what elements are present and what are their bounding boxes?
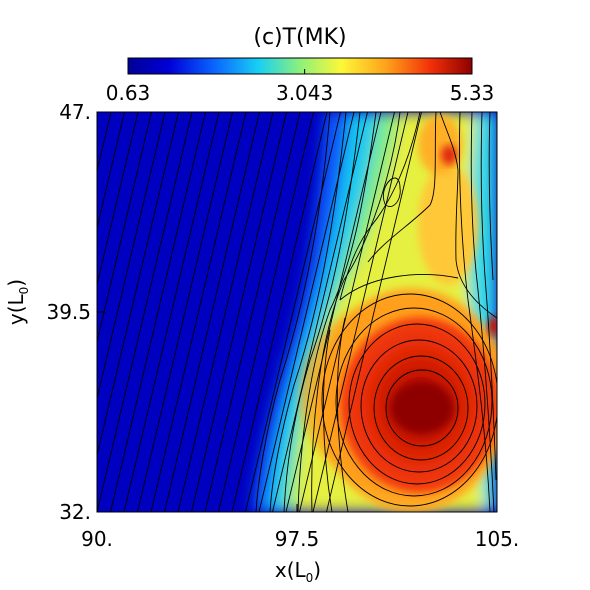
contour-line: [97, 112, 193, 512]
colorbar-tick-label: 5.33: [450, 81, 495, 105]
y-tick-label: 39.5: [46, 300, 91, 324]
contour-line: [245, 112, 341, 512]
x-tick-label: 97.5: [275, 527, 320, 551]
contour-line: [218, 112, 314, 512]
contour-line: [299, 112, 395, 512]
contour-line: [123, 112, 220, 512]
y-axis-label: y(L0): [4, 279, 31, 325]
contour-line: [150, 112, 247, 512]
y-axis-ticks: 32. 39.5 47.: [46, 100, 105, 524]
colorbar-ticks: 0.63 3.043 5.33: [106, 69, 495, 105]
contour-lines: [97, 112, 497, 512]
y-tick-label: 47.: [59, 100, 91, 124]
colorbar: [127, 57, 473, 75]
hot-spot-edge: [488, 316, 497, 336]
x-tick-label: 105.: [475, 527, 520, 551]
x-axis-label: x(L0): [275, 558, 321, 585]
contour-line: [326, 112, 422, 512]
x-tick-label: 90.: [81, 527, 113, 551]
y-tick-label: 32.: [59, 500, 91, 524]
contour-line: [177, 112, 274, 512]
contour-line: [97, 112, 125, 230]
contour-line: [164, 112, 260, 512]
hot-core: [390, 382, 454, 434]
chart-title: (c)T(MK): [253, 25, 346, 50]
contour-line: [204, 112, 301, 512]
contour-line: [97, 112, 139, 287]
contour-line: [231, 112, 328, 512]
heatmap-field: [97, 112, 497, 512]
hot-spot-upper: [441, 145, 457, 165]
x-axis-ticks: 90. 97.5 105.: [81, 504, 519, 551]
contour-line: [137, 112, 233, 512]
contour-line: [97, 112, 179, 458]
colorbar-tick-label: 0.63: [106, 81, 151, 105]
colorbar-tick-label: 3.043: [276, 81, 333, 105]
contour-line: [110, 112, 206, 512]
contour-line: [191, 112, 287, 512]
contour-line: [97, 112, 166, 401]
